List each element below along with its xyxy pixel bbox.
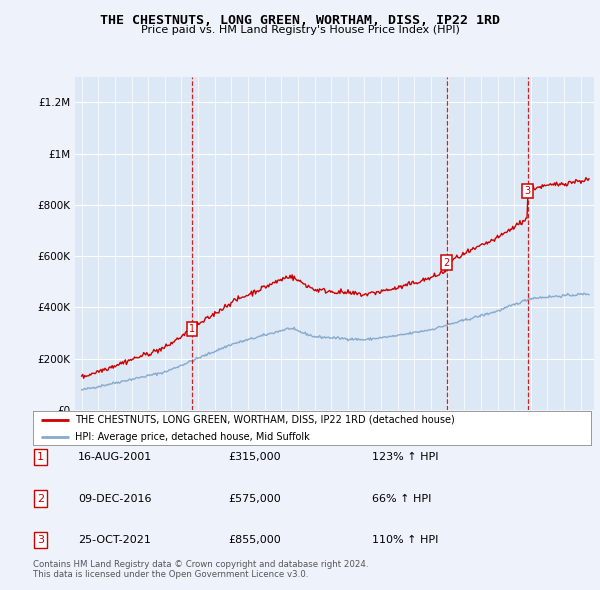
Text: HPI: Average price, detached house, Mid Suffolk: HPI: Average price, detached house, Mid … [75,432,310,442]
Text: THE CHESTNUTS, LONG GREEN, WORTHAM, DISS, IP22 1RD: THE CHESTNUTS, LONG GREEN, WORTHAM, DISS… [100,14,500,27]
Text: THE CHESTNUTS, LONG GREEN, WORTHAM, DISS, IP22 1RD (detached house): THE CHESTNUTS, LONG GREEN, WORTHAM, DISS… [75,415,455,425]
Text: 3: 3 [37,535,44,545]
Text: Price paid vs. HM Land Registry's House Price Index (HPI): Price paid vs. HM Land Registry's House … [140,25,460,35]
Text: 1: 1 [189,324,195,335]
Text: 09-DEC-2016: 09-DEC-2016 [78,494,151,503]
Text: Contains HM Land Registry data © Crown copyright and database right 2024.
This d: Contains HM Land Registry data © Crown c… [33,560,368,579]
Text: £575,000: £575,000 [228,494,281,503]
Text: 2: 2 [443,258,450,268]
Text: 16-AUG-2001: 16-AUG-2001 [78,453,152,462]
Text: 1: 1 [37,453,44,462]
Text: 110% ↑ HPI: 110% ↑ HPI [372,535,439,545]
Text: 25-OCT-2021: 25-OCT-2021 [78,535,151,545]
Text: 123% ↑ HPI: 123% ↑ HPI [372,453,439,462]
Text: 2: 2 [37,494,44,503]
Text: 66% ↑ HPI: 66% ↑ HPI [372,494,431,503]
Text: 3: 3 [524,186,530,196]
Text: £315,000: £315,000 [228,453,281,462]
Text: £855,000: £855,000 [228,535,281,545]
